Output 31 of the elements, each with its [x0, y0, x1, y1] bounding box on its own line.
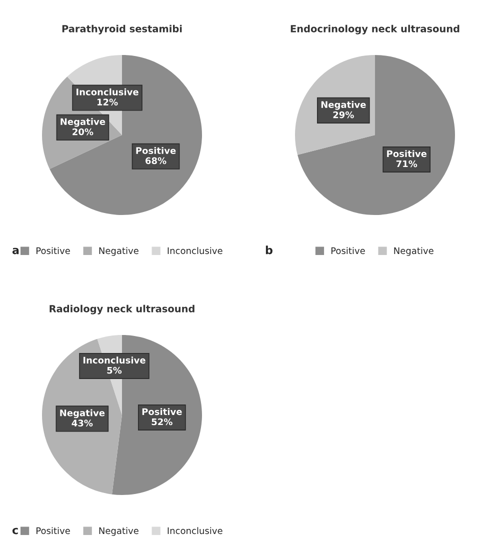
legend-label: Negative	[99, 247, 138, 256]
legend-label: Positive	[331, 247, 365, 254]
legend-label: Inconclusive	[168, 247, 222, 254]
text: b	[266, 246, 272, 254]
data-label: 68%	[146, 157, 166, 164]
data-label: 12%	[97, 98, 118, 106]
slice-label: Inconclusive	[84, 356, 146, 364]
legend-label: Negative	[99, 527, 138, 536]
legend-label: Positive	[36, 247, 70, 254]
slice-label: Positive	[387, 150, 427, 158]
slice-label: Inconclusive	[76, 88, 138, 96]
slice-label: Positive	[136, 147, 176, 154]
text: c	[12, 528, 18, 534]
data-label: 5%	[107, 366, 122, 374]
data-label: 20%	[72, 128, 94, 136]
legend-label: Inconclusive	[168, 527, 222, 534]
legend-label: Negative	[394, 247, 434, 256]
slice-label: Positive	[142, 408, 182, 416]
data-label: 43%	[72, 420, 93, 426]
text: a	[12, 248, 19, 254]
chart-title: Endocrinology neck ultrasound	[290, 24, 460, 34]
pie-slice	[298, 55, 455, 215]
slice-label: Negative	[60, 118, 106, 127]
chart-title: Radiology neck ultrasound	[50, 304, 194, 314]
data-label: 29%	[333, 111, 354, 118]
legend-label: Positive	[36, 527, 70, 534]
data-label: 71%	[396, 160, 418, 168]
slice-label: Negative	[60, 409, 105, 418]
chart-title: Parathyroid sestamibi	[62, 24, 182, 34]
slice-label: Negative	[321, 101, 366, 110]
data-label: 52%	[152, 418, 172, 426]
